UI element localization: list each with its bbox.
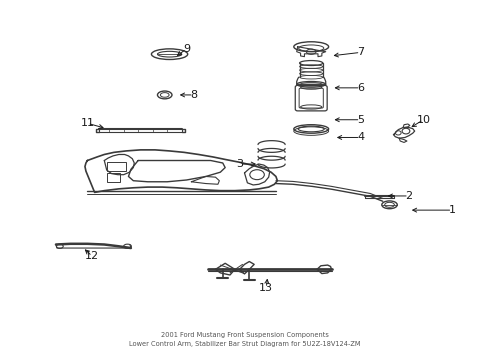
- Text: 3: 3: [236, 159, 243, 169]
- Text: 13: 13: [259, 283, 273, 293]
- Text: 11: 11: [80, 118, 94, 128]
- Text: 10: 10: [415, 115, 429, 125]
- Text: 2001 Ford Mustang Front Suspension Components
Lower Control Arm, Stabilizer Bar : 2001 Ford Mustang Front Suspension Compo…: [128, 332, 360, 347]
- Text: 2: 2: [405, 191, 411, 201]
- Text: 1: 1: [448, 205, 455, 215]
- Text: 12: 12: [85, 251, 99, 261]
- Text: 6: 6: [356, 83, 363, 93]
- Text: 8: 8: [190, 90, 197, 100]
- Bar: [106, 162, 126, 171]
- Text: 4: 4: [356, 132, 364, 143]
- Bar: [106, 173, 120, 182]
- Text: 9: 9: [183, 44, 190, 54]
- Text: 5: 5: [356, 115, 363, 125]
- Text: 7: 7: [356, 48, 364, 57]
